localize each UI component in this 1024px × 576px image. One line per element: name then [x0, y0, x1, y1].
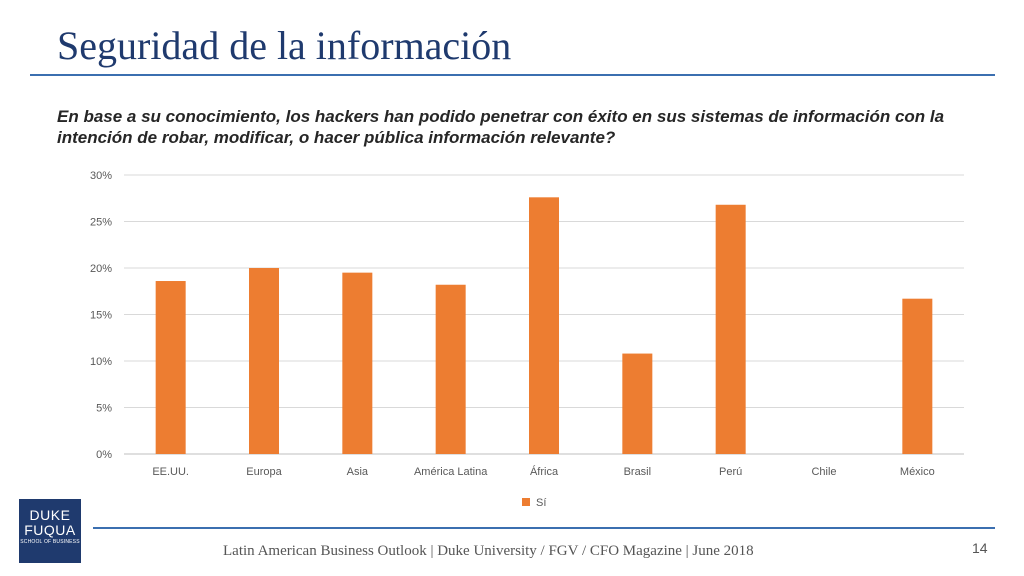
- y-tick-label: 25%: [90, 217, 112, 229]
- bar: [902, 298, 933, 454]
- bar: [529, 197, 559, 454]
- survey-question: En base a su conocimiento, los hackers h…: [57, 107, 945, 147]
- title-divider: [30, 74, 995, 76]
- y-tick-label: 30%: [90, 170, 112, 182]
- logo-line-3: SCHOOL OF BUSINESS: [20, 539, 80, 545]
- x-tick-label: Chile: [811, 466, 836, 478]
- y-tick-label: 20%: [90, 263, 112, 275]
- x-tick-label: Brasil: [624, 466, 652, 478]
- x-tick-label: África: [530, 465, 559, 478]
- y-tick-label: 15%: [90, 310, 112, 322]
- logo-line-1: DUKE: [29, 507, 71, 523]
- y-tick-label: 10%: [90, 356, 112, 368]
- x-tick-label: Perú: [719, 466, 742, 478]
- duke-fuqua-logo: DUKE FUQUA SCHOOL OF BUSINESS: [19, 499, 81, 563]
- footer-divider: [93, 527, 995, 529]
- bar: [342, 272, 373, 454]
- slide-title: Seguridad de la información: [57, 23, 512, 68]
- footer-source: Latin American Business Outlook | Duke U…: [223, 543, 754, 559]
- x-tick-label: México: [900, 466, 935, 478]
- logo-line-2: FUQUA: [24, 522, 76, 538]
- legend-label: Sí: [536, 497, 546, 509]
- x-tick-label: EE.UU.: [152, 466, 189, 478]
- bar: [715, 204, 746, 454]
- bar: [622, 353, 653, 454]
- bar: [249, 268, 279, 454]
- legend-swatch: [522, 498, 530, 506]
- bar: [435, 284, 466, 454]
- x-tick-label: Europa: [246, 466, 282, 478]
- y-tick-label: 0%: [96, 449, 112, 461]
- bar: [155, 281, 186, 454]
- page-number: 14: [972, 540, 988, 556]
- x-tick-label: Asia: [347, 466, 369, 478]
- x-tick-label: América Latina: [414, 466, 488, 478]
- y-tick-label: 5%: [96, 403, 112, 415]
